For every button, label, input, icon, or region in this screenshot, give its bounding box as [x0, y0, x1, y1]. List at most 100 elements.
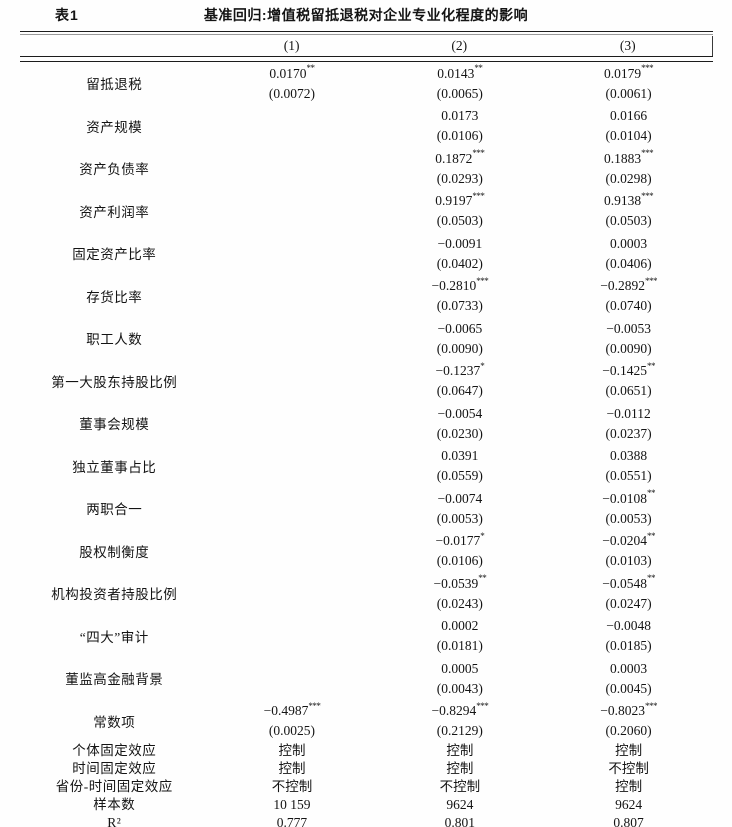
coef-cell: −0.0539** (0.0243) — [375, 573, 544, 614]
table-body: 留抵退税 0.0170** (0.0072) 0.0143** (0.0065) 0.01… — [20, 62, 713, 827]
stat-value: 0.801 — [444, 815, 476, 827]
stat-value: 不控制 — [608, 761, 649, 776]
coef-cell: 0.0166 (0.0104) — [544, 105, 713, 146]
table-title: 基准回归:增值税留抵退税对企业专业化程度的影响 — [203, 7, 529, 23]
coef-value: 0.0391 — [441, 448, 479, 464]
top-rule — [20, 31, 713, 35]
table-row: 留抵退税 0.0170** (0.0072) 0.0143** (0.0065) 0.01… — [20, 62, 713, 105]
row-label: “四大”审计 — [79, 629, 149, 645]
coef-cell: 0.0391 (0.0559) — [375, 445, 544, 486]
coef-cell: −0.1237* (0.0647) — [375, 360, 544, 401]
significance-stars: ** — [646, 573, 656, 584]
significance-stars: ** — [646, 530, 656, 541]
significance-stars: *** — [308, 700, 321, 711]
std-error: (0.0090) — [436, 340, 483, 356]
table-row: 常数项 −0.4987*** (0.0025) −0.8294*** (0.2129) −… — [20, 700, 713, 743]
coef-cell: 0.1872*** (0.0293) — [375, 148, 544, 189]
coef-value: −0.0548** — [602, 573, 656, 591]
std-error: (0.0551) — [605, 468, 652, 484]
table-stat-row: 时间固定效应 控制 控制 不控制 — [20, 760, 713, 778]
header-cell-col1: (1) — [283, 38, 300, 53]
coef-cell: −0.8294*** (0.2129) — [375, 700, 544, 741]
table-row: 第一大股东持股比例 −0.1237* (0.0647) −0.1425** (0.065… — [20, 360, 713, 403]
std-error: (0.0045) — [605, 680, 652, 696]
significance-stars: *** — [641, 63, 654, 74]
coef-cell: 0.1883*** (0.0298) — [544, 148, 713, 189]
coef-value: −0.1237* — [435, 360, 485, 379]
table-row: 董事会规模 −0.0054 (0.0230) −0.0112 (0.0237) — [20, 402, 713, 445]
row-label: 机构投资者持股比例 — [51, 587, 178, 603]
table-caption: 表1 基准回归:增值税留抵退税对企业专业化程度的影响 — [0, 0, 732, 31]
coef-value: −0.0177* — [435, 530, 485, 549]
significance-stars: ** — [474, 63, 483, 74]
std-error: (0.0503) — [436, 213, 483, 229]
std-error: (0.0090) — [605, 340, 652, 356]
row-label: 董事会规模 — [79, 417, 150, 433]
std-error: (0.0406) — [605, 255, 652, 271]
row-label: 省份-时间固定效应 — [55, 779, 173, 794]
table-row: 股权制衡度 −0.0177* (0.0106) −0.0204** (0.0103) — [20, 530, 713, 573]
coef-value: −0.0204** — [602, 530, 656, 549]
std-error: (0.0247) — [605, 595, 652, 611]
stat-value: 控制 — [278, 761, 306, 776]
row-label: 样本数 — [93, 797, 136, 812]
coef-cell: 0.0003 (0.0045) — [544, 658, 713, 699]
row-label: 固定资产比率 — [72, 247, 157, 263]
coef-value: 0.1883*** — [604, 148, 654, 166]
std-error: (0.0559) — [436, 468, 483, 484]
table-row: 机构投资者持股比例 −0.0539** (0.0243) −0.0548** (0.02… — [20, 572, 713, 615]
std-error: (0.0647) — [436, 383, 483, 399]
std-error: (0.0230) — [436, 425, 483, 441]
significance-stars: ** — [646, 488, 656, 499]
coef-cell: −0.8023*** (0.2060) — [544, 700, 713, 741]
coef-cell: −0.0054 (0.0230) — [375, 403, 544, 444]
table-row: 资产规模 0.0173 (0.0106) 0.0166 (0.0104) — [20, 105, 713, 148]
coef-value: 0.0179*** — [604, 63, 654, 81]
row-label: 两职合一 — [86, 502, 143, 518]
coef-cell: 0.0179*** (0.0061) — [544, 63, 713, 104]
coef-cell: −0.0548** (0.0247) — [544, 573, 713, 614]
row-label: 第一大股东持股比例 — [51, 374, 178, 390]
table-row: 独立董事占比 0.0391 (0.0559) 0.0388 (0.0551) — [20, 445, 713, 488]
stat-value: 控制 — [615, 779, 643, 794]
table-stat-row: 个体固定效应 控制 控制 控制 — [20, 742, 713, 760]
std-error: (0.0181) — [436, 638, 483, 654]
std-error: (0.0065) — [436, 85, 483, 101]
coef-value: 0.0388 — [610, 448, 648, 464]
stat-value: 控制 — [278, 743, 306, 758]
coef-cell: 0.0005 (0.0043) — [375, 658, 544, 699]
coef-cell: 0.0388 (0.0551) — [544, 445, 713, 486]
std-error: (0.0293) — [436, 170, 483, 186]
std-error: (0.2060) — [605, 723, 652, 739]
std-error: (0.0043) — [436, 680, 483, 696]
coef-cell: −0.2810*** (0.0733) — [375, 275, 544, 316]
std-error: (0.0237) — [605, 425, 652, 441]
stat-value: 控制 — [615, 743, 643, 758]
coef-value: 0.1872*** — [435, 148, 485, 166]
row-label: 个体固定效应 — [72, 743, 157, 758]
table-stat-row: R² 0.777 0.801 0.807 — [20, 814, 713, 827]
stat-value: 0.807 — [613, 815, 644, 827]
table-row: 资产利润率 0.9197*** (0.0503) 0.9138*** (0.0503) — [20, 190, 713, 233]
coef-cell: 0.0143** (0.0065) — [375, 63, 544, 104]
coef-cell: −0.0053 (0.0090) — [544, 318, 713, 359]
row-label: 资产利润率 — [79, 204, 150, 220]
std-error: (0.0298) — [605, 170, 652, 186]
coef-value: −0.4987*** — [263, 700, 321, 719]
coef-cell: 0.0173 (0.0106) — [375, 105, 544, 146]
coef-value: 0.0143** — [437, 63, 483, 81]
significance-stars: ** — [478, 573, 487, 584]
row-label: R² — [107, 815, 122, 827]
row-label: 常数项 — [93, 714, 136, 730]
coef-value: −0.2892*** — [600, 275, 657, 294]
table-number: 表1 — [55, 7, 79, 23]
stat-value: 不控制 — [439, 779, 481, 794]
coef-value: −0.0054 — [437, 405, 483, 421]
coef-cell: −0.4987*** (0.0025) — [208, 700, 375, 741]
stat-value: 9624 — [446, 797, 474, 812]
coef-cell: −0.0091 (0.0402) — [375, 233, 544, 274]
coef-value: −0.0074 — [437, 490, 483, 506]
row-label: 资产规模 — [86, 119, 143, 135]
coef-value: 0.0170** — [269, 63, 315, 81]
coef-cell: 0.0003 (0.0406) — [544, 233, 713, 274]
